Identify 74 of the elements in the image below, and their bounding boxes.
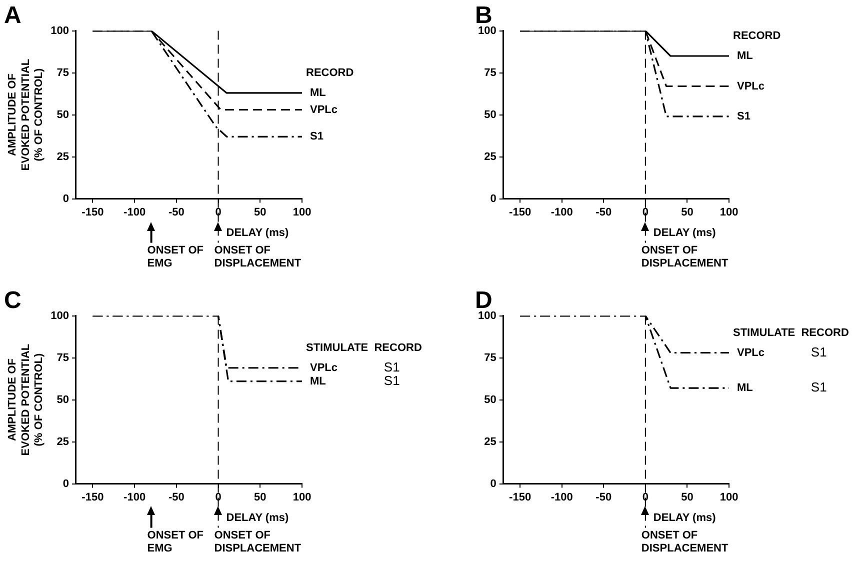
chart-title: A: [4, 2, 22, 30]
text: S1: [810, 379, 827, 394]
x-tick-label: 100: [292, 490, 312, 503]
y-tick-label: 100: [50, 309, 69, 322]
legend-title: STIMULATE RECORD: [306, 341, 422, 354]
y-tick-label: 100: [50, 24, 69, 37]
ref-line-label: ONSET OF DISPLACEMENT: [214, 528, 302, 554]
x-tick-label: -100: [124, 206, 146, 218]
chart-title: C: [4, 286, 22, 314]
x-axis-title: DELAY (ms): [226, 226, 289, 239]
x-tick-label: 100: [720, 206, 738, 218]
series-label: VPLc: [310, 104, 338, 116]
series-label: S1: [310, 130, 324, 143]
series-label: VPLc: [737, 346, 765, 358]
series-label: ML: [737, 382, 754, 394]
x-tick-label: -150: [509, 206, 532, 218]
x-tick-label: 0: [642, 490, 648, 503]
x-tick-label: 50: [681, 206, 694, 218]
y-tick-label: 0: [62, 477, 69, 490]
y-axis-title: AMPLITUDE OF EVOKED POTENTIAL (% OF CONTROL): [6, 58, 46, 171]
series-label: VPLc: [737, 80, 765, 92]
y-tick-label: 50: [484, 393, 496, 406]
legend-title: STIMULATE RECORD: [733, 326, 849, 338]
text: S1: [384, 372, 400, 388]
x-tick-label: -150: [509, 490, 532, 503]
series-label: ML: [737, 50, 754, 62]
y-tick-label: 75: [56, 66, 69, 79]
x-tick-label: 0: [642, 206, 648, 218]
x-tick-label: -150: [82, 490, 104, 503]
x-tick-label: 50: [681, 490, 694, 503]
x-tick-label: -50: [596, 206, 612, 218]
x-tick-label: -100: [550, 206, 573, 218]
y-tick-label: 50: [484, 108, 496, 121]
x-axis-title: DELAY (ms): [226, 511, 289, 524]
y-axis-title: AMPLITUDE OF EVOKED POTENTIAL (% OF CONTROL): [6, 343, 46, 456]
text: S1: [810, 344, 827, 359]
y-tick-label: 50: [56, 108, 69, 121]
legend-title: RECORD: [306, 66, 354, 79]
x-tick-label: 50: [254, 490, 266, 503]
y-tick-label: 25: [56, 435, 69, 448]
y-tick-label: 75: [484, 66, 496, 79]
y-tick-label: 50: [56, 393, 69, 406]
series-label: ML: [310, 86, 326, 99]
x-tick-label: -50: [596, 490, 612, 503]
ref-line-label: ONSET OF DISPLACEMENT: [641, 244, 728, 270]
y-tick-label: 25: [484, 435, 496, 448]
x-tick-label: -150: [82, 206, 104, 218]
series-label: ML: [310, 374, 326, 387]
x-tick-label: 100: [292, 206, 312, 218]
x-tick-label: -50: [168, 206, 184, 218]
x-tick-label: 0: [215, 206, 222, 218]
y-tick-label: 75: [484, 351, 496, 364]
ref-line-label: ONSET OF DISPLACEMENT: [641, 528, 728, 554]
x-tick-label: -50: [168, 490, 184, 503]
series-label: VPLc: [310, 361, 338, 374]
y-tick-label: 0: [490, 477, 496, 490]
x-tick-label: -100: [124, 490, 146, 503]
x-axis-title: DELAY (ms): [653, 511, 716, 524]
y-tick-label: 75: [56, 351, 69, 364]
ref-line-label: ONSET OF DISPLACEMENT: [214, 244, 302, 270]
text: S1: [384, 358, 400, 374]
x-axis-title: DELAY (ms): [653, 226, 716, 239]
x-tick-label: 50: [254, 206, 266, 218]
x-tick-label: 100: [720, 490, 738, 503]
ref-line-label: ONSET OF EMG: [147, 528, 204, 554]
ref-line-label: ONSET OF EMG: [147, 244, 204, 270]
y-tick-label: 25: [56, 150, 69, 163]
legend-title: RECORD: [733, 30, 781, 42]
x-tick-label: -100: [550, 490, 573, 503]
y-tick-label: 0: [490, 192, 496, 205]
y-tick-label: 0: [62, 192, 69, 205]
x-tick-label: 0: [215, 490, 222, 503]
series-label: S1: [737, 110, 750, 123]
y-tick-label: 25: [484, 150, 496, 163]
